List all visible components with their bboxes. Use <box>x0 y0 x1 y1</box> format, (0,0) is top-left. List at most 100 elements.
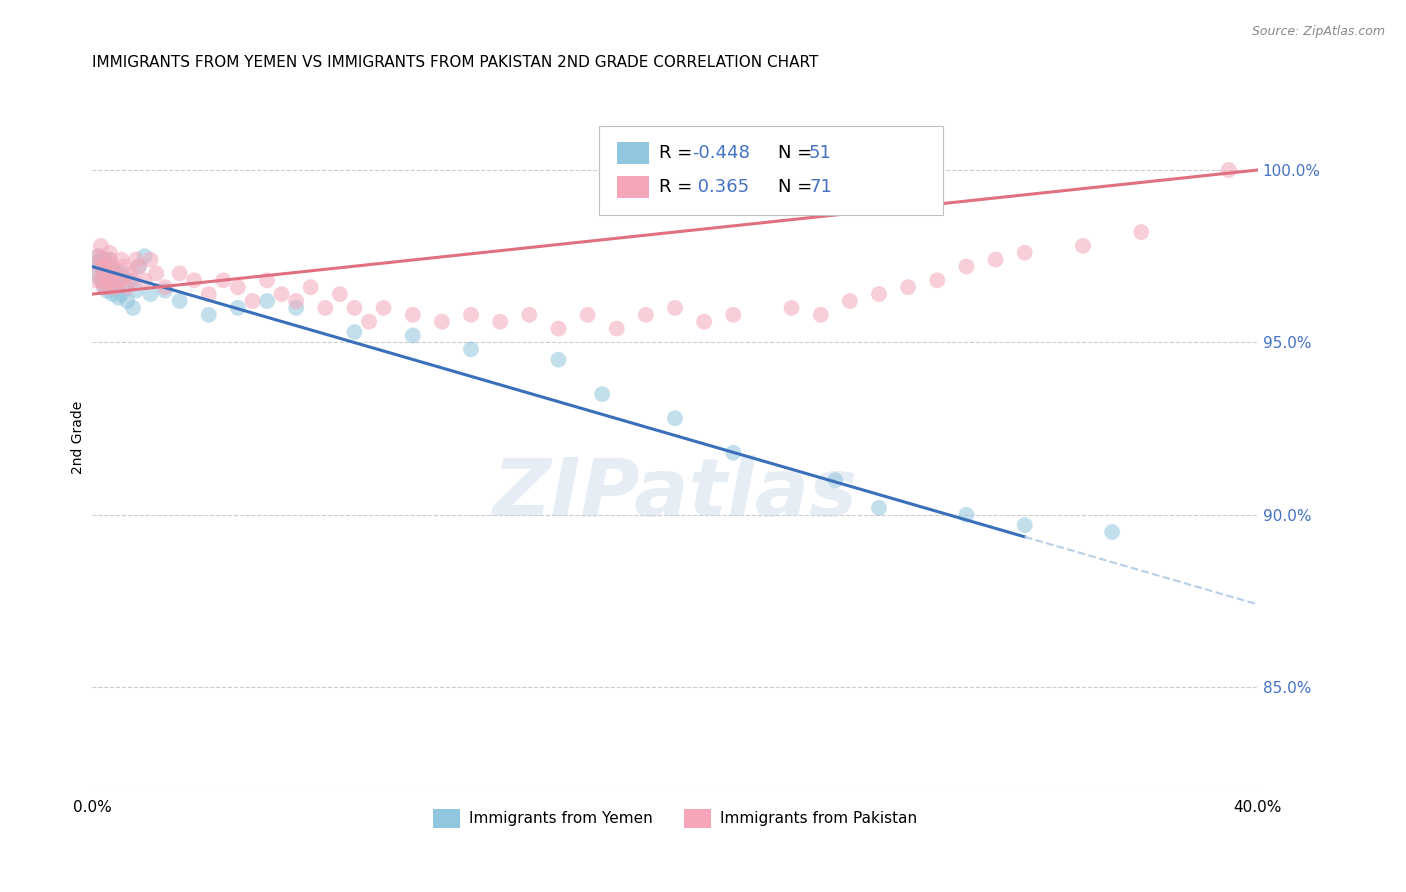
Text: -0.448: -0.448 <box>693 145 751 162</box>
Point <box>402 328 425 343</box>
Point <box>90 239 112 253</box>
Point <box>115 293 138 308</box>
Point <box>93 263 115 277</box>
Point <box>120 267 142 281</box>
Point <box>153 280 176 294</box>
Y-axis label: 2nd Grade: 2nd Grade <box>72 401 86 474</box>
Legend: Immigrants from Yemen, Immigrants from Pakistan: Immigrants from Yemen, Immigrants from P… <box>426 803 924 834</box>
Point <box>838 293 860 308</box>
Point <box>112 260 135 274</box>
Point <box>96 260 118 274</box>
Point <box>107 273 129 287</box>
Point <box>460 308 482 322</box>
Point <box>128 260 150 274</box>
Point <box>357 315 380 329</box>
Point <box>1071 239 1094 253</box>
Point <box>110 252 132 267</box>
Point <box>101 260 124 274</box>
Point <box>139 287 162 301</box>
Text: ZIPatlas: ZIPatlas <box>492 455 858 533</box>
Point <box>98 273 121 287</box>
Point <box>547 321 569 335</box>
Point <box>93 267 115 281</box>
Point <box>256 273 278 287</box>
Point <box>955 260 977 274</box>
Point <box>1014 245 1036 260</box>
Point <box>169 267 191 281</box>
Point <box>212 273 235 287</box>
Text: 51: 51 <box>808 145 832 162</box>
Point <box>101 287 124 301</box>
Point <box>104 280 127 294</box>
Point <box>125 252 148 267</box>
Point <box>197 287 219 301</box>
Point <box>110 273 132 287</box>
Point <box>780 301 803 315</box>
Point <box>93 260 115 274</box>
Point <box>90 252 112 267</box>
Point <box>591 387 613 401</box>
Point <box>93 280 115 294</box>
Point <box>87 249 110 263</box>
Point <box>98 252 121 267</box>
Point <box>145 267 167 281</box>
Point <box>606 321 628 335</box>
Point <box>107 273 129 287</box>
Point <box>402 308 425 322</box>
Point <box>96 284 118 298</box>
Point <box>634 308 657 322</box>
Point <box>343 301 366 315</box>
Text: 0.365: 0.365 <box>693 178 749 196</box>
Point <box>134 273 156 287</box>
Point <box>547 352 569 367</box>
Point <box>84 267 107 281</box>
Point <box>576 308 599 322</box>
Point <box>110 287 132 301</box>
Point <box>723 446 745 460</box>
Point <box>460 343 482 357</box>
Point <box>96 267 118 281</box>
Text: R =: R = <box>658 178 697 196</box>
Point <box>87 256 110 270</box>
Point <box>256 293 278 308</box>
Point <box>115 280 138 294</box>
Point <box>226 280 249 294</box>
Point <box>329 287 352 301</box>
Point <box>169 293 191 308</box>
Point <box>430 315 453 329</box>
Point <box>226 301 249 315</box>
Point <box>90 273 112 287</box>
Text: R =: R = <box>658 145 697 162</box>
Point <box>93 273 115 287</box>
Point <box>1218 163 1240 178</box>
Point <box>90 252 112 267</box>
Point <box>96 260 118 274</box>
Text: N =: N = <box>778 178 818 196</box>
Text: IMMIGRANTS FROM YEMEN VS IMMIGRANTS FROM PAKISTAN 2ND GRADE CORRELATION CHART: IMMIGRANTS FROM YEMEN VS IMMIGRANTS FROM… <box>93 55 818 70</box>
Point <box>98 252 121 267</box>
Point <box>868 287 890 301</box>
FancyBboxPatch shape <box>599 126 943 215</box>
Point <box>1130 225 1153 239</box>
Point <box>314 301 336 315</box>
Point <box>955 508 977 522</box>
Point <box>125 284 148 298</box>
Point <box>183 273 205 287</box>
Point <box>98 280 121 294</box>
Point <box>122 273 145 287</box>
Point <box>93 252 115 267</box>
Point <box>153 284 176 298</box>
Point <box>270 287 292 301</box>
Point <box>110 267 132 281</box>
Point <box>120 273 142 287</box>
Point <box>197 308 219 322</box>
Point <box>101 273 124 287</box>
Point <box>664 411 686 425</box>
Point <box>489 315 512 329</box>
Point <box>723 308 745 322</box>
Point <box>84 273 107 287</box>
Point <box>96 273 118 287</box>
Point <box>104 280 127 294</box>
Point <box>897 280 920 294</box>
Point <box>87 260 110 274</box>
